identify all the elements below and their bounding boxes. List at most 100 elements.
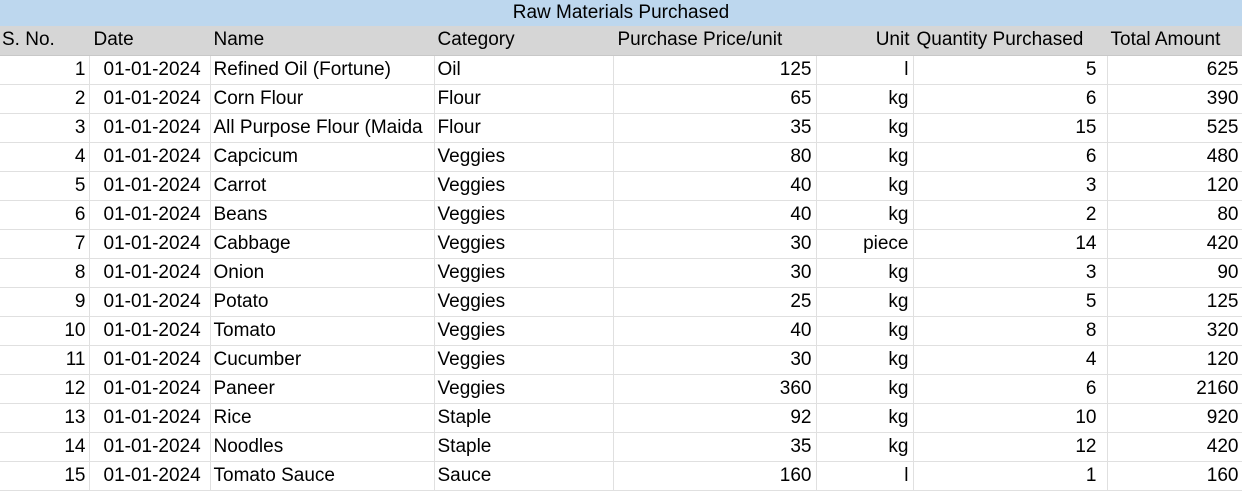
header-total[interactable]: Total Amount bbox=[1107, 26, 1242, 56]
cell-sno[interactable]: 11 bbox=[0, 345, 90, 375]
cell-sno[interactable]: 9 bbox=[0, 287, 90, 317]
cell-total[interactable]: 160 bbox=[1107, 461, 1242, 491]
cell-category[interactable]: Veggies bbox=[434, 200, 614, 230]
cell-qty[interactable]: 5 bbox=[913, 287, 1108, 317]
cell-date[interactable]: 01-01-2024 bbox=[89, 287, 211, 317]
cell-qty[interactable]: 5 bbox=[913, 55, 1108, 85]
cell-sno[interactable]: 1 bbox=[0, 55, 90, 85]
cell-name[interactable]: Refined Oil (Fortune) bbox=[210, 55, 435, 85]
cell-unit[interactable]: piece bbox=[816, 229, 914, 259]
cell-name[interactable]: Tomato bbox=[210, 316, 435, 346]
cell-category[interactable]: Veggies bbox=[434, 374, 614, 404]
cell-sno[interactable]: 3 bbox=[0, 113, 90, 143]
cell-qty[interactable]: 6 bbox=[913, 142, 1108, 172]
cell-qty[interactable]: 14 bbox=[913, 229, 1108, 259]
cell-date[interactable]: 01-01-2024 bbox=[89, 113, 211, 143]
cell-unit[interactable]: kg bbox=[816, 374, 914, 404]
cell-sno[interactable]: 6 bbox=[0, 200, 90, 230]
cell-qty[interactable]: 10 bbox=[913, 403, 1108, 433]
cell-sno[interactable]: 2 bbox=[0, 84, 90, 114]
cell-sno[interactable]: 10 bbox=[0, 316, 90, 346]
cell-total[interactable]: 420 bbox=[1107, 229, 1242, 259]
cell-total[interactable]: 480 bbox=[1107, 142, 1242, 172]
cell-total[interactable]: 390 bbox=[1107, 84, 1242, 114]
cell-total[interactable]: 625 bbox=[1107, 55, 1242, 85]
cell-date[interactable]: 01-01-2024 bbox=[89, 432, 211, 462]
cell-date[interactable]: 01-01-2024 bbox=[89, 374, 211, 404]
cell-date[interactable]: 01-01-2024 bbox=[89, 84, 211, 114]
cell-sno[interactable]: 12 bbox=[0, 374, 90, 404]
cell-date[interactable]: 01-01-2024 bbox=[89, 200, 211, 230]
cell-price[interactable]: 40 bbox=[613, 316, 817, 346]
cell-sno[interactable]: 13 bbox=[0, 403, 90, 433]
cell-date[interactable]: 01-01-2024 bbox=[89, 345, 211, 375]
cell-price[interactable]: 125 bbox=[613, 55, 817, 85]
header-name[interactable]: Name bbox=[210, 26, 435, 56]
cell-sno[interactable]: 7 bbox=[0, 229, 90, 259]
cell-unit[interactable]: kg bbox=[816, 432, 914, 462]
cell-qty[interactable]: 4 bbox=[913, 345, 1108, 375]
header-date[interactable]: Date bbox=[89, 26, 211, 56]
cell-price[interactable]: 30 bbox=[613, 258, 817, 288]
cell-name[interactable]: Rice bbox=[210, 403, 435, 433]
cell-price[interactable]: 360 bbox=[613, 374, 817, 404]
cell-date[interactable]: 01-01-2024 bbox=[89, 229, 211, 259]
cell-qty[interactable]: 8 bbox=[913, 316, 1108, 346]
cell-sno[interactable]: 8 bbox=[0, 258, 90, 288]
cell-qty[interactable]: 1 bbox=[913, 461, 1108, 491]
cell-sno[interactable]: 4 bbox=[0, 142, 90, 172]
cell-name[interactable]: Noodles bbox=[210, 432, 435, 462]
cell-price[interactable]: 35 bbox=[613, 432, 817, 462]
cell-price[interactable]: 35 bbox=[613, 113, 817, 143]
cell-unit[interactable]: kg bbox=[816, 258, 914, 288]
cell-total[interactable]: 120 bbox=[1107, 345, 1242, 375]
header-unit[interactable]: Unit bbox=[816, 26, 914, 56]
cell-date[interactable]: 01-01-2024 bbox=[89, 258, 211, 288]
cell-category[interactable]: Veggies bbox=[434, 258, 614, 288]
cell-qty[interactable]: 6 bbox=[913, 84, 1108, 114]
cell-price[interactable]: 30 bbox=[613, 229, 817, 259]
cell-category[interactable]: Veggies bbox=[434, 229, 614, 259]
cell-unit[interactable]: kg bbox=[816, 316, 914, 346]
header-qty[interactable]: Quantity Purchased bbox=[913, 26, 1108, 56]
cell-price[interactable]: 92 bbox=[613, 403, 817, 433]
cell-unit[interactable]: kg bbox=[816, 200, 914, 230]
cell-unit[interactable]: kg bbox=[816, 171, 914, 201]
cell-name[interactable]: Capcicum bbox=[210, 142, 435, 172]
cell-total[interactable]: 420 bbox=[1107, 432, 1242, 462]
cell-total[interactable]: 120 bbox=[1107, 171, 1242, 201]
cell-category[interactable]: Flour bbox=[434, 84, 614, 114]
cell-price[interactable]: 160 bbox=[613, 461, 817, 491]
cell-name[interactable]: Onion bbox=[210, 258, 435, 288]
cell-category[interactable]: Veggies bbox=[434, 171, 614, 201]
cell-qty[interactable]: 6 bbox=[913, 374, 1108, 404]
cell-sno[interactable]: 14 bbox=[0, 432, 90, 462]
cell-price[interactable]: 40 bbox=[613, 171, 817, 201]
cell-name[interactable]: Cabbage bbox=[210, 229, 435, 259]
cell-date[interactable]: 01-01-2024 bbox=[89, 316, 211, 346]
cell-price[interactable]: 25 bbox=[613, 287, 817, 317]
cell-name[interactable]: Paneer bbox=[210, 374, 435, 404]
cell-date[interactable]: 01-01-2024 bbox=[89, 142, 211, 172]
cell-unit[interactable]: kg bbox=[816, 403, 914, 433]
cell-total[interactable]: 920 bbox=[1107, 403, 1242, 433]
cell-total[interactable]: 80 bbox=[1107, 200, 1242, 230]
cell-qty[interactable]: 3 bbox=[913, 171, 1108, 201]
cell-total[interactable]: 2160 bbox=[1107, 374, 1242, 404]
cell-category[interactable]: Veggies bbox=[434, 142, 614, 172]
cell-date[interactable]: 01-01-2024 bbox=[89, 55, 211, 85]
cell-unit[interactable]: kg bbox=[816, 142, 914, 172]
cell-name[interactable]: Tomato Sauce bbox=[210, 461, 435, 491]
cell-unit[interactable]: kg bbox=[816, 113, 914, 143]
header-sno[interactable]: S. No. bbox=[0, 26, 90, 56]
cell-name[interactable]: Potato bbox=[210, 287, 435, 317]
cell-unit[interactable]: l bbox=[816, 461, 914, 491]
cell-category[interactable]: Flour bbox=[434, 113, 614, 143]
cell-category[interactable]: Sauce bbox=[434, 461, 614, 491]
cell-price[interactable]: 30 bbox=[613, 345, 817, 375]
cell-sno[interactable]: 15 bbox=[0, 461, 90, 491]
cell-date[interactable]: 01-01-2024 bbox=[89, 461, 211, 491]
cell-category[interactable]: Oil bbox=[434, 55, 614, 85]
sheet-title[interactable]: Raw Materials Purchased bbox=[0, 0, 1242, 26]
cell-name[interactable]: Cucumber bbox=[210, 345, 435, 375]
